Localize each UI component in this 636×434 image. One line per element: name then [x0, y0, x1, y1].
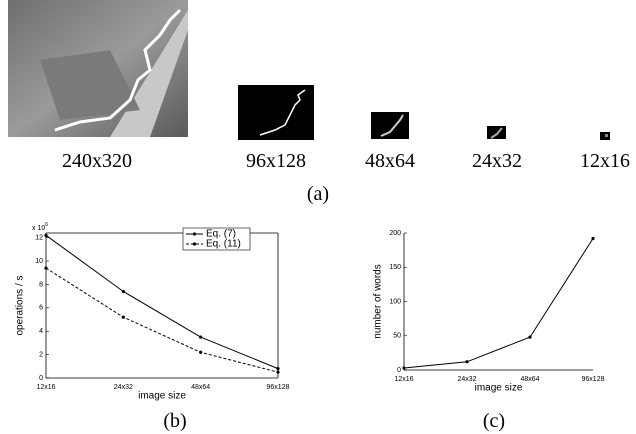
thumb-24: [487, 126, 506, 139]
x-tick-label: 24x32: [114, 384, 133, 391]
point: [276, 367, 279, 370]
y-tick-label: 0: [39, 375, 43, 382]
y-multiplier: x 106: [32, 222, 48, 232]
y-tick-label: 100: [389, 298, 401, 305]
point: [44, 234, 47, 237]
legend-marker: [193, 232, 196, 235]
point: [122, 316, 125, 319]
caption: (b): [163, 410, 186, 432]
x-axis-label: image size: [475, 383, 523, 394]
y-tick-label: 10: [35, 258, 43, 265]
series-line: [46, 268, 278, 372]
point: [122, 290, 125, 293]
figure: 240x320 96x128 48x64 24x32 12x16 (a) 024…: [0, 0, 636, 434]
y-tick-label: 4: [39, 328, 43, 335]
point: [199, 351, 202, 354]
multiplier-exp: 6: [45, 222, 48, 228]
y-tick-label: 200: [389, 230, 401, 237]
y-axis-label: number of words: [373, 264, 384, 338]
page: {"images": [{"label": "240x320"}, {"labe…: [0, 0, 636, 434]
y-tick-label: 6: [39, 305, 43, 312]
point: [199, 335, 202, 338]
legend-marker: [193, 242, 196, 245]
image-label: 240x320: [62, 150, 132, 172]
series-line: [46, 235, 278, 368]
y-axis-label: operations / s: [15, 275, 26, 335]
x-tick-label: 48x64: [520, 376, 539, 383]
thumb-96: [238, 85, 314, 140]
multiplier-base: x 10: [32, 225, 45, 232]
y-tick-label: 2: [39, 351, 43, 358]
image-label: 96x128: [246, 150, 306, 172]
point: [591, 237, 594, 240]
y-tick-label: 150: [389, 264, 401, 271]
x-tick-label: 48x64: [191, 384, 210, 391]
point: [276, 371, 279, 374]
point: [44, 266, 47, 269]
image-label: 24x32: [472, 150, 522, 172]
x-tick-label: 96x128: [582, 376, 605, 383]
caption: (c): [483, 410, 505, 432]
x-axis-label: image size: [138, 391, 186, 402]
x-tick-label: 96x128: [267, 384, 290, 391]
series-line: [404, 238, 593, 367]
thumb-48: [371, 112, 409, 139]
y-tick-label: 50: [393, 333, 401, 340]
y-tick-label: 0: [397, 367, 401, 374]
x-tick-label: 12x16: [36, 384, 55, 391]
y-tick-label: 8: [39, 281, 43, 288]
image-label: 48x64: [365, 150, 415, 172]
point: [528, 336, 531, 339]
legend-label: Eq. (11): [206, 239, 241, 250]
y-tick-label: 12: [35, 235, 43, 242]
caption: (a): [307, 183, 329, 205]
point: [465, 360, 468, 363]
photo: [8, 0, 188, 137]
image-label: 12x16: [580, 150, 630, 172]
thumb-12: [600, 132, 610, 140]
point: [402, 366, 405, 369]
x-tick-label: 12x16: [394, 376, 413, 383]
